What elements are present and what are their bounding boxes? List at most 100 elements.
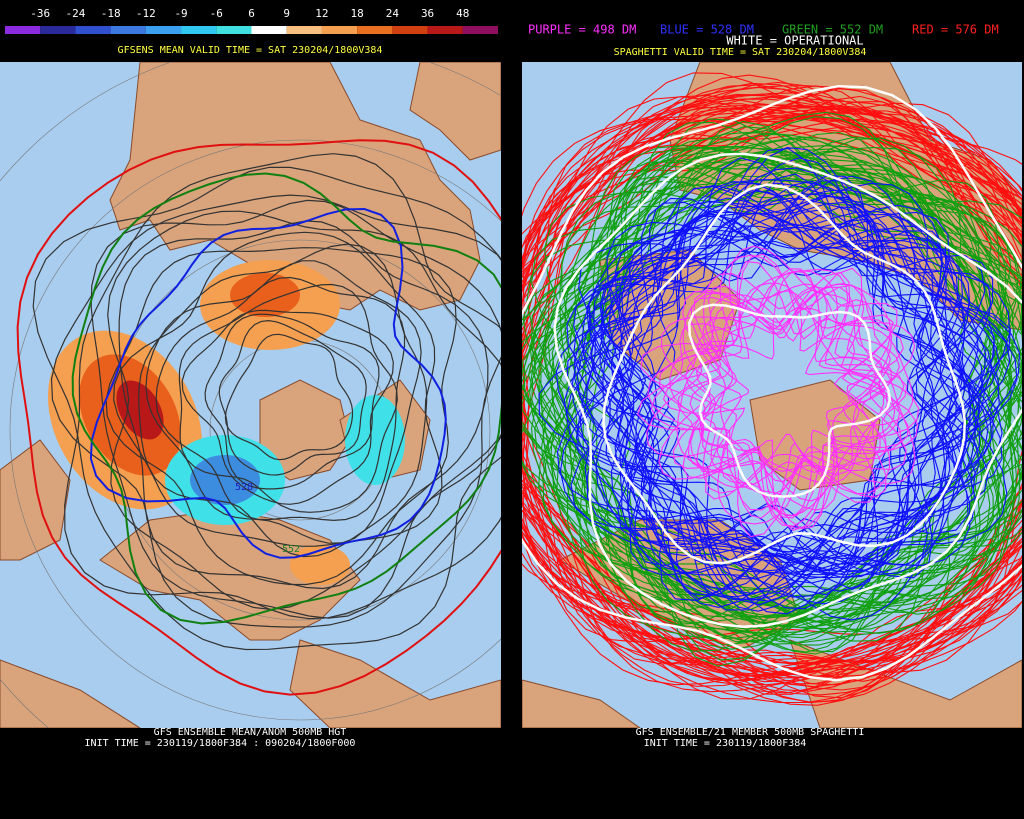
member-contour: [522, 95, 1022, 678]
colorbar-label: -12: [136, 7, 156, 20]
member-contour: [588, 213, 980, 573]
member-contour: [573, 147, 1000, 596]
colorbar-label: 24: [386, 7, 400, 20]
colorbar-swatch: [357, 26, 393, 34]
spaghetti-contours: [522, 72, 1022, 706]
height-contour: [89, 207, 447, 559]
colorbar-swatch: [321, 26, 358, 34]
member-contour: [578, 202, 976, 559]
colorbar-label: -36: [30, 7, 50, 20]
height-contour: [155, 276, 406, 522]
colorbar-swatch: [145, 26, 182, 34]
member-contour: [646, 268, 888, 484]
member-contour: [522, 96, 1022, 674]
member-contour: [522, 126, 1022, 706]
colorbar-swatch: [286, 26, 322, 34]
member-contour: [599, 180, 967, 611]
member-contour: [672, 283, 908, 530]
member-contour: [584, 182, 981, 579]
member-contour: [575, 195, 994, 596]
member-contour: [522, 146, 1022, 630]
height-contour: [224, 333, 354, 461]
height-contour: [90, 199, 501, 619]
colorbar-swatch: [181, 26, 217, 34]
member-contour: [522, 106, 1022, 664]
colorbar-label: -6: [210, 7, 223, 20]
member-contour: [531, 154, 1020, 646]
height-contours: [16, 139, 501, 696]
colorbar-label: 48: [456, 7, 469, 20]
member-contour: [522, 84, 1022, 703]
member-contour: [687, 291, 893, 498]
height-contour: [178, 283, 398, 513]
member-contour: [563, 147, 1011, 615]
member-contour: [637, 273, 919, 517]
colorbar-swatch: [40, 26, 76, 34]
member-contour: [522, 107, 1022, 677]
member-contour: [685, 270, 901, 519]
member-contour: [609, 175, 979, 592]
colorbar-swatch: [427, 26, 463, 34]
member-contour: [586, 182, 1003, 584]
operational-legend: WHITE = OPERATIONAL: [726, 34, 863, 48]
colorbar-swatch: [216, 26, 252, 34]
colorbar-label: 9: [283, 7, 290, 20]
colorbar-swatch: [75, 26, 111, 34]
right-footer: GFS ENSEMBLE/21 MEMBER 500MB SPAGHETTI: [636, 727, 865, 738]
divider: [501, 0, 522, 819]
height-contour: [32, 166, 501, 651]
colorbar-label: -18: [101, 7, 121, 20]
right-map: [522, 62, 1022, 728]
member-contour: [528, 150, 1011, 626]
right-title: SPAGHETTI VALID TIME = SAT 230204/1800V3…: [614, 47, 867, 58]
member-contour: [522, 145, 1008, 628]
member-contour: [544, 136, 1008, 633]
colorbar-label: 12: [315, 7, 328, 20]
legend-entry: GREEN = 552 DM: [782, 23, 883, 37]
member-contour: [682, 289, 914, 511]
member-contour: [522, 96, 1022, 696]
member-contour: [547, 154, 1022, 595]
height-contour: [113, 231, 443, 547]
member-contour: [538, 182, 990, 608]
member-contour: [669, 261, 891, 519]
member-contour: [522, 104, 1022, 679]
colorbar-label: 36: [421, 7, 434, 20]
member-contour: [608, 204, 966, 598]
operational-contour: [602, 183, 967, 565]
member-contour: [659, 253, 900, 538]
member-contour: [640, 254, 907, 511]
legend-entry: PURPLE = 498 DM: [528, 23, 636, 37]
height-contour: [64, 153, 501, 620]
left-title: GFSENS MEAN VALID TIME = SAT 230204/1800…: [118, 45, 383, 56]
operational-contour: [522, 84, 1022, 682]
height-contour: [218, 319, 367, 476]
colorbar-swatch: [392, 26, 428, 34]
member-contour: [551, 154, 1012, 646]
member-contour: [577, 212, 995, 573]
member-contour: [522, 94, 1022, 694]
contour-label: 552: [282, 544, 300, 555]
legend-entry: BLUE = 528 DM: [660, 23, 754, 37]
left-footer: GFS ENSEMBLE MEAN/ANOM 500MB HGT: [154, 727, 347, 738]
contour-label: 528: [235, 482, 253, 493]
left-map: 528 552: [0, 62, 501, 728]
member-contour: [658, 283, 885, 480]
member-contour: [522, 133, 1022, 618]
member-contour: [522, 86, 1022, 682]
member-contour: [564, 177, 1022, 639]
member-contour: [522, 107, 1022, 665]
legend-entry: RED = 576 DM: [912, 23, 999, 37]
colorbar-label: -24: [65, 7, 85, 20]
member-contour: [541, 146, 1013, 611]
colorbar: -36 -24 -18 -12 -9 -6 6 9 12 18 24 36 48: [5, 7, 498, 34]
height-contour: [16, 139, 501, 696]
colorbar-swatch: [5, 26, 41, 34]
member-contour: [556, 193, 981, 573]
colorbar-label: 18: [351, 7, 364, 20]
member-contour: [522, 111, 1022, 650]
height-contour: [204, 313, 380, 490]
left-footer: INIT TIME = 230119/1800F384 : 090204/180…: [85, 738, 356, 749]
